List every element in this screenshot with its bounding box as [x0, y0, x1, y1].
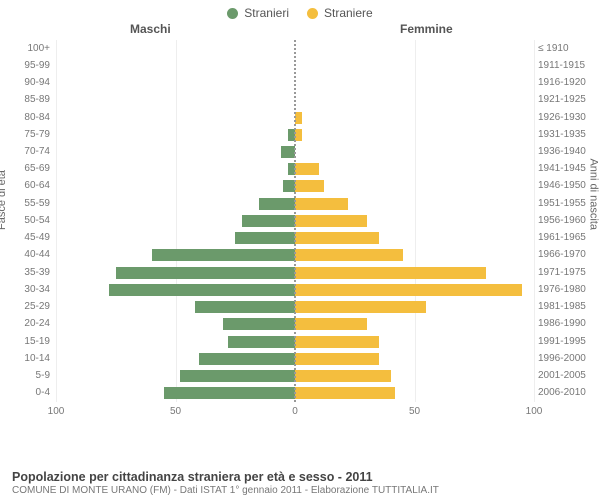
y-left-tick: 50-54: [0, 216, 50, 226]
y-left-tick: 70-74: [0, 147, 50, 157]
y-left-tick: 90-94: [0, 78, 50, 88]
y-right-tick: 1986-1990: [538, 319, 600, 329]
bar-male: [281, 146, 295, 158]
y-right-tick: 1926-1930: [538, 113, 600, 123]
y-left-tick: 65-69: [0, 164, 50, 174]
bar-female: [295, 387, 395, 399]
y-right-tick: 1911-1915: [538, 61, 600, 71]
legend-label-male: Stranieri: [244, 6, 289, 20]
bar-male: [195, 301, 295, 313]
chart-subtitle: COMUNE DI MONTE URANO (FM) - Dati ISTAT …: [12, 485, 592, 496]
y-right-tick: 1941-1945: [538, 164, 600, 174]
bar-female: [295, 215, 367, 227]
bar-male: [242, 215, 295, 227]
header-male: Maschi: [130, 22, 171, 36]
y-left-tick: 80-84: [0, 113, 50, 123]
bar-female: [295, 284, 522, 296]
bar-female: [295, 353, 379, 365]
y-left-tick: 45-49: [0, 233, 50, 243]
x-tick: 100: [526, 406, 543, 417]
bar-male: [164, 387, 295, 399]
bar-female: [295, 318, 367, 330]
y-right-tick: 2006-2010: [538, 388, 600, 398]
legend: Stranieri Straniere: [0, 0, 600, 20]
legend-item-female: Straniere: [307, 6, 373, 20]
bar-female: [295, 180, 324, 192]
bar-male: [152, 249, 295, 261]
column-headers: Maschi Femmine: [0, 20, 600, 40]
header-female: Femmine: [400, 22, 453, 36]
bar-male: [228, 336, 295, 348]
x-tick: 50: [170, 406, 181, 417]
x-axis: 10050050100: [56, 404, 534, 420]
y-left-tick: 15-19: [0, 337, 50, 347]
bar-female: [295, 370, 391, 382]
y-right-tick: 1971-1975: [538, 268, 600, 278]
centerline: [294, 40, 296, 402]
x-tick: 0: [292, 406, 298, 417]
x-tick: 100: [48, 406, 65, 417]
y-right-tick: 1991-1995: [538, 337, 600, 347]
y-left-tick: 10-14: [0, 354, 50, 364]
bar-female: [295, 163, 319, 175]
y-left-tick: 20-24: [0, 319, 50, 329]
bar-female: [295, 249, 403, 261]
y-left-tick: 95-99: [0, 61, 50, 71]
bar-female: [295, 301, 426, 313]
bar-male: [180, 370, 295, 382]
y-right-tick: ≤ 1910: [538, 44, 600, 54]
y-right-tick: 1961-1965: [538, 233, 600, 243]
bar-male: [259, 198, 295, 210]
chart-footer: Popolazione per cittadinanza straniera p…: [12, 470, 592, 496]
bar-male: [199, 353, 295, 365]
y-right-tick: 1951-1955: [538, 199, 600, 209]
legend-swatch-female: [307, 8, 318, 19]
y-right-tick: 1931-1935: [538, 130, 600, 140]
y-left-tick: 60-64: [0, 181, 50, 191]
bar-male: [223, 318, 295, 330]
chart-title: Popolazione per cittadinanza straniera p…: [12, 470, 592, 484]
y-left-tick: 5-9: [0, 371, 50, 381]
legend-item-male: Stranieri: [227, 6, 289, 20]
y-left-tick: 55-59: [0, 199, 50, 209]
y-right-tick: 1981-1985: [538, 302, 600, 312]
y-right-tick: 1976-1980: [538, 285, 600, 295]
y-left-tick: 35-39: [0, 268, 50, 278]
bar-male: [235, 232, 295, 244]
y-right-tick: 1966-1970: [538, 250, 600, 260]
y-left-tick: 100+: [0, 44, 50, 54]
y-right-tick: 1996-2000: [538, 354, 600, 364]
bar-female: [295, 336, 379, 348]
chart-area: Fasce di età Anni di nascita 100+95-9990…: [56, 40, 534, 420]
y-right-axis: ≤ 1910 1911-1915 1916-1920 1921-1925 1926-19…: [538, 40, 600, 402]
bar-female: [295, 112, 302, 124]
gridline: [534, 40, 535, 402]
bar-male: [109, 284, 295, 296]
y-right-tick: 1946-1950: [538, 181, 600, 191]
y-left-tick: 25-29: [0, 302, 50, 312]
bar-male: [116, 267, 295, 279]
y-right-tick: 1916-1920: [538, 78, 600, 88]
y-left-axis: 100+ 95-99 90-94 85-89 80-84 75-79 70-74 65-69 6…: [0, 40, 50, 402]
y-left-tick: 30-34: [0, 285, 50, 295]
legend-label-female: Straniere: [324, 6, 373, 20]
legend-swatch-male: [227, 8, 238, 19]
x-tick: 50: [409, 406, 420, 417]
y-right-tick: 1921-1925: [538, 95, 600, 105]
y-right-tick: 2001-2005: [538, 371, 600, 381]
y-right-tick: 1936-1940: [538, 147, 600, 157]
y-left-tick: 85-89: [0, 95, 50, 105]
y-left-tick: 40-44: [0, 250, 50, 260]
bar-female: [295, 232, 379, 244]
y-right-tick: 1956-1960: [538, 216, 600, 226]
bar-female: [295, 198, 348, 210]
y-left-tick: 75-79: [0, 130, 50, 140]
bar-female: [295, 267, 486, 279]
bar-female: [295, 129, 302, 141]
y-left-tick: 0-4: [0, 388, 50, 398]
